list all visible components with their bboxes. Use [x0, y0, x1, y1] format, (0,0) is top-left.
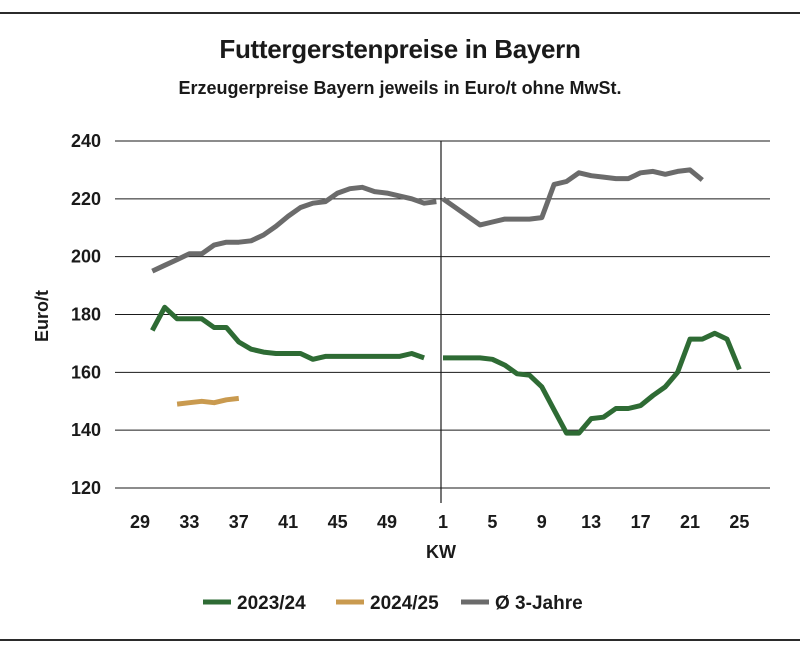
legend-label: 2023/24 [237, 593, 306, 614]
bottom-rule [0, 639, 800, 641]
y-axis-title: Euro/t [32, 290, 52, 342]
x-tick-label: 33 [179, 512, 199, 532]
x-tick-label: 9 [537, 512, 547, 532]
y-tick-label: 180 [71, 305, 101, 325]
x-tick-label: 29 [130, 512, 150, 532]
y-tick-labels: 120 140 160 180 200 220 240 [71, 131, 101, 498]
series-line-3 [441, 167, 704, 228]
y-tick-label: 200 [71, 247, 101, 267]
series-lines [150, 167, 742, 436]
series-line-2 [176, 395, 240, 407]
x-axis-title: KW [426, 542, 456, 562]
x-tick-label: 1 [438, 512, 448, 532]
y-tick-label: 160 [71, 362, 101, 382]
x-tick-label: 41 [278, 512, 298, 532]
legend-label: Ø 3-Jahre [495, 593, 583, 614]
gridlines [115, 140, 770, 489]
x-tick-label: 37 [229, 512, 249, 532]
series-line-3 [151, 184, 437, 274]
y-tick-label: 140 [71, 420, 101, 440]
x-tick-label: 45 [328, 512, 348, 532]
x-tick-label: 49 [377, 512, 397, 532]
x-tick-label: 17 [631, 512, 651, 532]
chart-subtitle: Erzeugerpreise Bayern jeweils in Euro/t … [178, 78, 622, 98]
x-tick-label: 13 [581, 512, 601, 532]
top-rule [0, 12, 800, 14]
series-line-1 [443, 330, 742, 436]
legend: 2023/24 2024/25 Ø 3-Jahre [203, 593, 583, 614]
y-tick-label: 120 [71, 478, 101, 498]
legend-label: 2024/25 [370, 593, 439, 614]
y-tick-label: 220 [71, 189, 101, 209]
x-tick-label: 21 [680, 512, 700, 532]
x-tick-labels: 29 33 37 41 45 49 1 5 9 13 17 21 25 [130, 512, 749, 532]
chart-title: Futtergerstenpreise in Bayern [219, 34, 581, 64]
x-tick-label: 5 [487, 512, 497, 532]
series-line-1 [150, 304, 425, 362]
x-tick-label: 25 [729, 512, 749, 532]
y-tick-label: 240 [71, 131, 101, 151]
